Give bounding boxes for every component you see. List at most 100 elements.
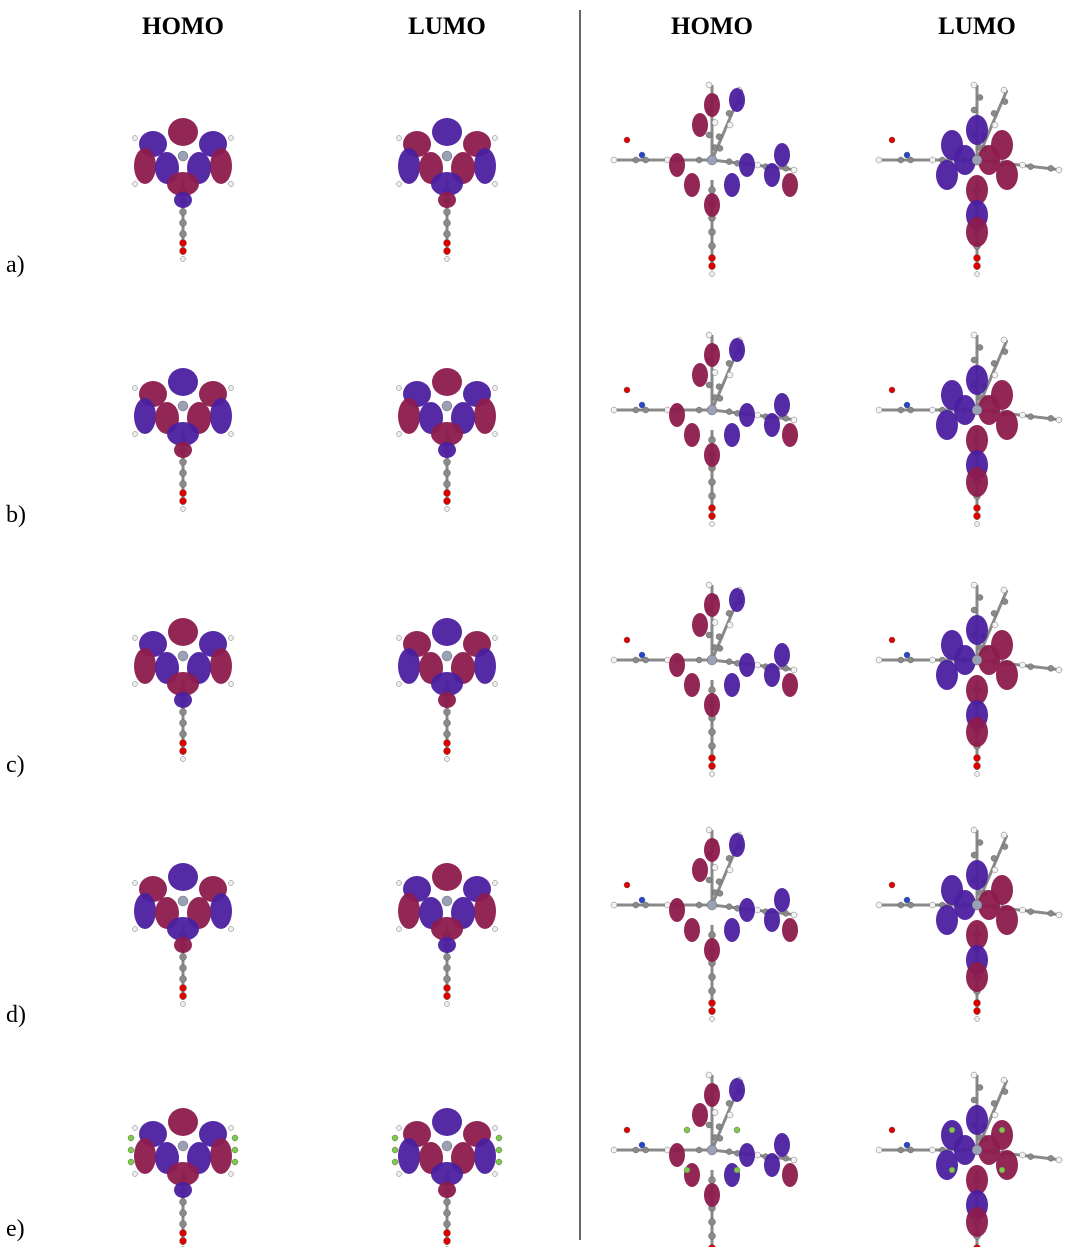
orbital-lobe — [432, 118, 462, 146]
atom — [611, 157, 617, 163]
orbital-lobe — [704, 443, 720, 467]
atom — [709, 1000, 716, 1007]
atom — [493, 636, 498, 641]
atom — [1001, 587, 1007, 593]
atom — [706, 1072, 712, 1078]
atom — [397, 1172, 402, 1177]
row-label: b) — [6, 502, 26, 528]
atom — [972, 155, 982, 165]
atom — [709, 479, 716, 486]
orbital-lobe — [168, 863, 198, 891]
atom — [999, 1127, 1005, 1133]
atom — [444, 740, 451, 747]
atom — [444, 498, 451, 505]
orbital-lobe — [729, 338, 745, 362]
molecule — [611, 827, 798, 1022]
row-label: a) — [6, 252, 25, 278]
atom — [709, 1233, 716, 1240]
atom — [1002, 844, 1008, 850]
atom — [726, 409, 732, 415]
orbital-lobe — [724, 423, 740, 447]
atom — [180, 481, 187, 488]
atom — [709, 1177, 716, 1184]
atom — [639, 652, 645, 658]
atom — [710, 272, 715, 277]
atom — [710, 1017, 715, 1022]
atom — [712, 1110, 718, 1116]
atom — [445, 257, 450, 262]
atom — [898, 902, 904, 908]
atom — [709, 255, 716, 262]
molecule — [133, 863, 234, 1007]
atom — [178, 1141, 188, 1151]
atom — [180, 1199, 187, 1206]
atom — [229, 386, 234, 391]
atom — [889, 637, 895, 643]
atom — [1002, 99, 1008, 105]
atom — [180, 1221, 187, 1228]
orbital-lobe — [692, 858, 708, 882]
atom — [229, 636, 234, 641]
page: {"headers": ["HOMO", "LUMO", "HOMO", "LU… — [0, 0, 1075, 1247]
atom — [444, 220, 451, 227]
atom — [128, 1147, 134, 1153]
atom — [972, 655, 982, 665]
atom — [755, 907, 761, 913]
atom — [444, 720, 451, 727]
atom — [133, 182, 138, 187]
atom — [1028, 164, 1034, 170]
atom — [229, 1172, 234, 1177]
atom — [639, 152, 645, 158]
molecule — [611, 82, 798, 277]
atom — [709, 988, 716, 995]
atom — [975, 1017, 980, 1022]
atom — [1002, 1089, 1008, 1095]
atom — [180, 731, 187, 738]
orbital-lobe — [704, 193, 720, 217]
orbital-lobe — [174, 442, 192, 458]
atom — [180, 209, 187, 216]
atom — [229, 682, 234, 687]
orbital-lobe — [438, 692, 456, 708]
atom — [444, 209, 451, 216]
atom — [444, 976, 451, 983]
orbital-lobe — [134, 648, 156, 684]
molecule — [397, 618, 498, 762]
atom — [972, 900, 982, 910]
atom — [444, 993, 451, 1000]
atom — [974, 755, 981, 762]
atom — [707, 1145, 717, 1155]
atom — [133, 432, 138, 437]
atom — [876, 157, 882, 163]
atom — [972, 1145, 982, 1155]
orbital-lobe — [782, 673, 798, 697]
atom — [709, 505, 716, 512]
atom — [178, 151, 188, 161]
orbital-lobe — [210, 148, 232, 184]
atom — [755, 162, 761, 168]
orbital-lobe — [704, 93, 720, 117]
atom — [977, 595, 983, 601]
atom — [974, 505, 981, 512]
atom — [643, 407, 649, 413]
atom — [643, 657, 649, 663]
atom — [1048, 415, 1054, 421]
orbital-lobe — [782, 918, 798, 942]
atom — [1020, 1152, 1026, 1158]
atom — [991, 360, 997, 366]
atom — [1001, 87, 1007, 93]
orbital-lobe — [704, 593, 720, 617]
orbital-lobe — [684, 173, 700, 197]
atom — [232, 1147, 238, 1153]
atom — [178, 401, 188, 411]
column-header: LUMO — [408, 13, 486, 40]
orbital-lobe — [764, 163, 780, 187]
atom — [232, 1135, 238, 1141]
atom — [707, 900, 717, 910]
atom — [133, 682, 138, 687]
atom — [444, 481, 451, 488]
atom — [180, 490, 187, 497]
atom — [971, 1072, 977, 1078]
atom — [133, 1126, 138, 1131]
atom — [876, 657, 882, 663]
